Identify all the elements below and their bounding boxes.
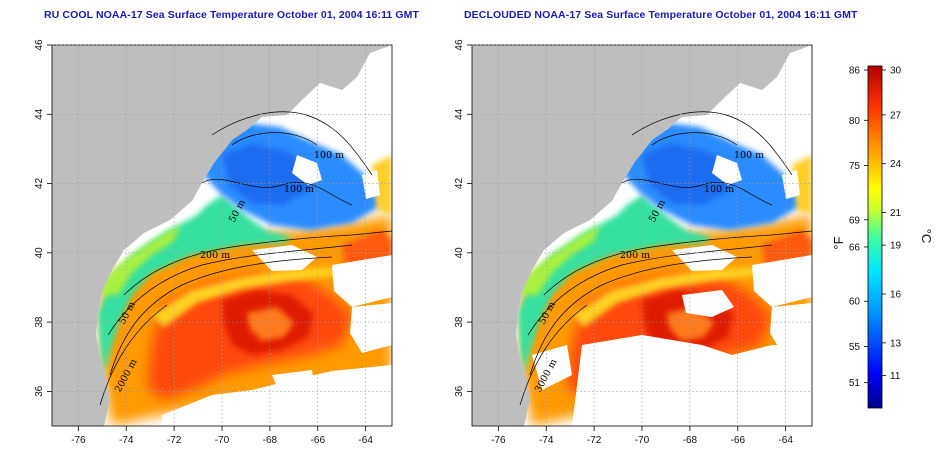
lon-tick-label: -76 bbox=[491, 435, 506, 446]
lon-tick-label: -72 bbox=[167, 435, 182, 446]
fahrenheit-label: 80 bbox=[849, 116, 861, 127]
grid-lines bbox=[52, 44, 392, 426]
colorbar-fahrenheit-labels: 86 80 75 69 66 60 55 51 bbox=[849, 66, 868, 389]
colorbar-gradient bbox=[867, 65, 883, 409]
fahrenheit-label: 51 bbox=[849, 378, 861, 389]
lon-tick-label: -66 bbox=[311, 435, 326, 446]
lon-tick-label: -70 bbox=[215, 435, 230, 446]
isobath-label: 100 m bbox=[704, 184, 734, 195]
lon-tick-label: -68 bbox=[683, 435, 698, 446]
fahrenheit-label: 60 bbox=[849, 297, 861, 308]
fahrenheit-unit: °F bbox=[831, 236, 846, 249]
map-title-left: RU COOL NOAA-17 Sea Surface Temperature … bbox=[44, 9, 420, 21]
axis-ticks: -76 -74 -72 -70 -68 -66 -64 36 38 40 42 44 46 bbox=[454, 39, 793, 446]
isobath-label: 200 m bbox=[200, 250, 230, 261]
map-left: 100 m 100 m 50 m 200 m 50 m 2000 m -76 -7… bbox=[34, 39, 393, 446]
fahrenheit-label: 75 bbox=[849, 161, 861, 172]
isobath-label: 100 m bbox=[284, 184, 314, 195]
celsius-label: 30 bbox=[890, 66, 902, 77]
cloud-mask bbox=[532, 170, 812, 426]
colorbar: 86 80 75 69 66 60 55 51 30 27 24 21 19 16 13 11 °F °C bbox=[831, 66, 934, 409]
lat-tick-label: 42 bbox=[454, 178, 465, 190]
lon-tick-label: -74 bbox=[119, 435, 134, 446]
lat-tick-label: 40 bbox=[34, 247, 45, 259]
fahrenheit-label: 66 bbox=[849, 242, 861, 253]
map-title-right: DECLOUDED NOAA-17 Sea Surface Temperatur… bbox=[464, 9, 858, 21]
lat-tick-label: 40 bbox=[454, 247, 465, 259]
lat-tick-label: 36 bbox=[454, 385, 465, 397]
isobath-label: 100 m bbox=[734, 150, 764, 161]
lat-tick-label: 38 bbox=[34, 316, 45, 328]
celsius-label: 13 bbox=[890, 338, 902, 349]
celsius-label: 27 bbox=[890, 110, 902, 121]
lon-tick-label: -64 bbox=[358, 435, 373, 446]
isobath-lines bbox=[99, 111, 392, 406]
axis-ticks: -76 -74 -72 -70 -68 -66 -64 36 38 40 42 44 46 bbox=[34, 39, 373, 446]
fahrenheit-label: 69 bbox=[849, 215, 861, 226]
lon-tick-label: -64 bbox=[778, 435, 793, 446]
celsius-label: 24 bbox=[890, 159, 902, 170]
lon-tick-label: -74 bbox=[539, 435, 554, 446]
fahrenheit-label: 55 bbox=[849, 342, 861, 353]
lat-tick-label: 46 bbox=[34, 39, 45, 51]
colorbar-celsius-labels: 30 27 24 21 19 16 13 11 bbox=[882, 66, 902, 382]
isobath-label: 100 m bbox=[314, 150, 344, 161]
lat-tick-label: 42 bbox=[34, 178, 45, 190]
lat-tick-label: 46 bbox=[454, 39, 465, 51]
lat-tick-label: 36 bbox=[34, 385, 45, 397]
celsius-label: 16 bbox=[890, 290, 902, 301]
lon-tick-label: -72 bbox=[587, 435, 602, 446]
lat-tick-label: 44 bbox=[34, 108, 45, 120]
celsius-label: 19 bbox=[890, 241, 902, 252]
grid-lines bbox=[472, 44, 812, 426]
celsius-label: 11 bbox=[890, 371, 901, 382]
celsius-unit: °C bbox=[919, 229, 934, 244]
fahrenheit-label: 86 bbox=[849, 66, 861, 77]
isobath-lines bbox=[519, 111, 812, 406]
isobath-label: 200 m bbox=[620, 250, 650, 261]
lat-tick-label: 44 bbox=[454, 108, 465, 120]
lat-tick-label: 38 bbox=[454, 316, 465, 328]
map-right: 100 m 100 m 50 m 200 m 50 m 3000 m -76 -7… bbox=[454, 39, 813, 446]
lon-tick-label: -70 bbox=[635, 435, 650, 446]
lon-tick-label: -76 bbox=[71, 435, 86, 446]
celsius-label: 21 bbox=[890, 208, 902, 219]
lon-tick-label: -66 bbox=[731, 435, 746, 446]
lon-tick-label: -68 bbox=[263, 435, 278, 446]
